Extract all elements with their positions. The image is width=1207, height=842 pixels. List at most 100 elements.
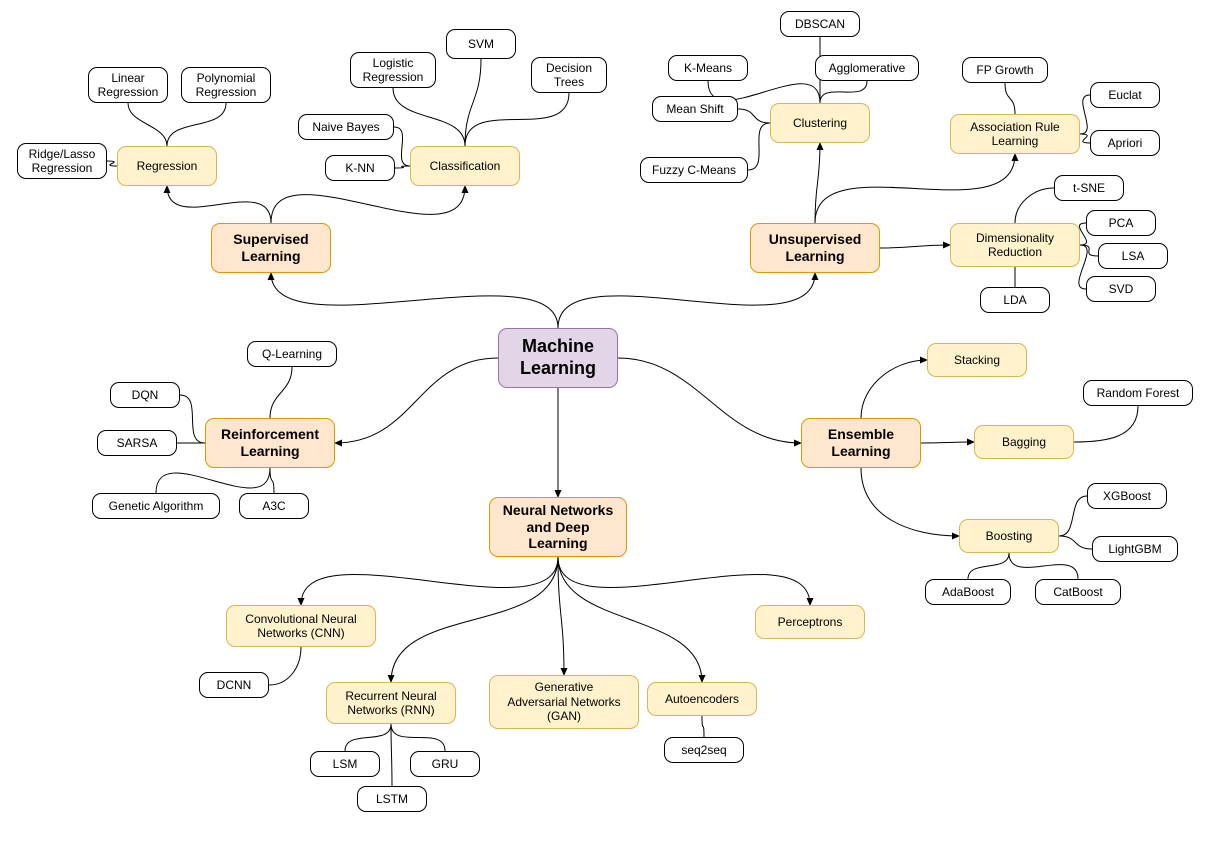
- edge-ensemble-boosting: [861, 468, 959, 536]
- node-label: Convolutional Neural Networks (CNN): [245, 612, 356, 641]
- node-knn: K-NN: [325, 155, 395, 181]
- node-label: Q-Learning: [262, 347, 322, 361]
- edge-nn-gan: [558, 557, 564, 675]
- node-label: Generative Adversarial Networks (GAN): [507, 680, 620, 723]
- node-auto: Autoencoders: [647, 682, 757, 716]
- node-label: Naive Bayes: [312, 120, 379, 134]
- node-label: Boosting: [986, 529, 1033, 543]
- edge-auto-seq2seq: [702, 716, 704, 737]
- edge-assoc-apriori: [1080, 134, 1090, 143]
- node-ridge: Ridge/Lasso Regression: [17, 143, 107, 179]
- node-label: AdaBoost: [942, 585, 994, 599]
- node-label: SVM: [468, 37, 494, 51]
- edge-ensemble-stacking: [861, 360, 927, 418]
- node-label: SARSA: [117, 436, 158, 450]
- node-label: Euclat: [1108, 88, 1141, 102]
- node-label: GRU: [432, 757, 459, 771]
- node-label: DQN: [132, 388, 159, 402]
- edge-classification-knn: [395, 166, 410, 168]
- node-label: K-Means: [684, 61, 732, 75]
- node-a3c: A3C: [239, 493, 309, 519]
- node-label: DBSCAN: [795, 17, 845, 31]
- edge-clustering-agglom: [820, 81, 867, 103]
- node-classification: Classification: [410, 146, 520, 186]
- node-clustering: Clustering: [770, 103, 870, 143]
- edge-rnn-lsm: [345, 724, 391, 751]
- node-label: Clustering: [793, 116, 847, 130]
- node-kmeans: K-Means: [668, 55, 748, 81]
- node-dec_trees: Decision Trees: [531, 57, 607, 93]
- edge-root-unsupervised: [558, 273, 815, 328]
- node-label: A3C: [262, 499, 285, 513]
- node-label: Mean Shift: [666, 102, 723, 116]
- node-lsa: LSA: [1098, 243, 1168, 269]
- node-label: Ridge/Lasso Regression: [29, 147, 96, 176]
- node-label: Regression: [137, 159, 198, 173]
- node-label: K-NN: [345, 161, 374, 175]
- node-label: Logistic Regression: [363, 56, 424, 85]
- edge-classification-svm: [465, 59, 481, 146]
- node-qlearn: Q-Learning: [247, 341, 337, 367]
- edge-boosting-xgboost: [1059, 496, 1087, 536]
- node-label: PCA: [1109, 216, 1134, 230]
- node-label: Perceptrons: [778, 615, 843, 629]
- node-reinforce: Reinforcement Learning: [205, 418, 335, 468]
- node-seq2seq: seq2seq: [664, 737, 744, 763]
- node-label: FP Growth: [976, 63, 1033, 77]
- edge-boosting-adaboost: [968, 553, 1009, 579]
- node-label: Autoencoders: [665, 692, 739, 706]
- node-label: Linear Regression: [98, 71, 159, 100]
- node-svd: SVD: [1086, 276, 1156, 302]
- edge-unsupervised-assoc: [815, 154, 1015, 223]
- node-label: Unsupervised Learning: [769, 231, 862, 265]
- node-euclat: Euclat: [1090, 82, 1160, 108]
- edge-bagging-randfor: [1074, 406, 1138, 442]
- node-label: Neural Networks and Deep Learning: [503, 502, 613, 552]
- node-label: LSTM: [376, 792, 408, 806]
- edge-nn-perceptrons: [558, 557, 810, 605]
- node-label: Random Forest: [1097, 386, 1180, 400]
- edge-supervised-regression: [167, 186, 271, 223]
- edge-supervised-classification: [271, 186, 465, 223]
- edge-nn-cnn: [301, 557, 558, 605]
- edge-classification-dec_trees: [465, 93, 569, 146]
- node-label: Genetic Algorithm: [109, 499, 204, 513]
- node-label: Fuzzy C-Means: [652, 163, 736, 177]
- node-randfor: Random Forest: [1083, 380, 1193, 406]
- edge-clustering-meanshift: [738, 109, 770, 123]
- node-fpgrowth: FP Growth: [962, 57, 1048, 83]
- node-label: Recurrent Neural Networks (RNN): [345, 689, 436, 718]
- node-regression: Regression: [117, 146, 217, 186]
- edge-assoc-euclat: [1080, 95, 1090, 134]
- node-label: Agglomerative: [829, 61, 906, 75]
- edge-classification-naive_bayes: [394, 127, 410, 166]
- node-log_reg: Logistic Regression: [350, 52, 436, 88]
- node-svm: SVM: [446, 29, 516, 59]
- node-lsm: LSM: [310, 751, 380, 777]
- node-label: Apriori: [1108, 136, 1143, 150]
- edge-reinforce-dqn: [180, 395, 205, 443]
- node-label: LDA: [1003, 293, 1026, 307]
- edge-nn-auto: [558, 557, 702, 682]
- node-root: Machine Learning: [498, 328, 618, 388]
- node-label: CatBoost: [1053, 585, 1102, 599]
- edge-assoc-fpgrowth: [1005, 83, 1015, 114]
- node-lstm: LSTM: [357, 786, 427, 812]
- node-rnn: Recurrent Neural Networks (RNN): [326, 682, 456, 724]
- node-supervised: Supervised Learning: [211, 223, 331, 273]
- edge-reinforce-genetic: [156, 468, 270, 493]
- node-dcnn: DCNN: [199, 672, 269, 698]
- edge-boosting-catboost: [1009, 553, 1078, 579]
- node-unsupervised: Unsupervised Learning: [750, 223, 880, 273]
- edge-root-supervised: [271, 273, 558, 328]
- edge-dimred-lsa: [1080, 245, 1098, 256]
- node-cnn: Convolutional Neural Networks (CNN): [226, 605, 376, 647]
- edge-rnn-lstm: [391, 724, 392, 786]
- node-stacking: Stacking: [927, 343, 1027, 377]
- node-dbscan: DBSCAN: [780, 11, 860, 37]
- node-label: Association Rule Learning: [970, 120, 1059, 149]
- edge-nn-rnn: [391, 557, 558, 682]
- node-lightgbm: LightGBM: [1092, 536, 1178, 562]
- node-naive_bayes: Naive Bayes: [298, 114, 394, 140]
- edge-regression-poly_reg: [167, 103, 226, 146]
